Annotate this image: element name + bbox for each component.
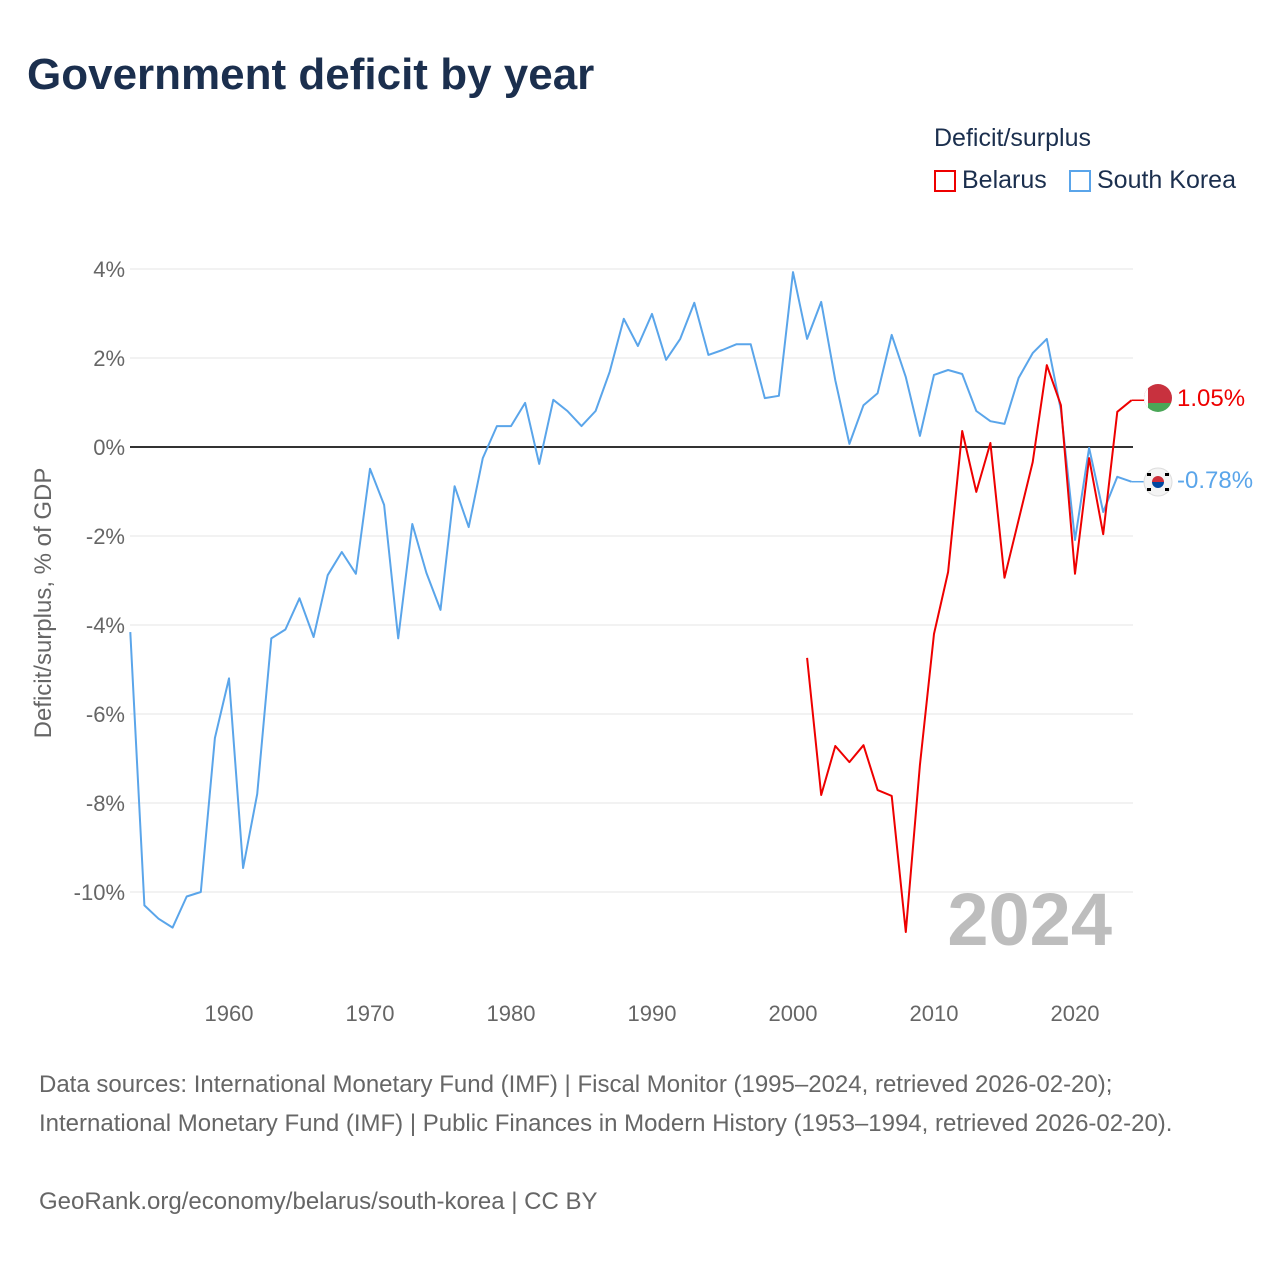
y-tick-label: 4% xyxy=(93,257,125,282)
x-tick-label: 1990 xyxy=(628,1001,677,1026)
chart-title: Government deficit by year xyxy=(27,50,595,99)
belarus-flag-icon xyxy=(1144,384,1172,412)
y-tick-label: 0% xyxy=(93,435,125,460)
end-label-south-korea: -0.78% xyxy=(1177,467,1253,494)
source-link[interactable]: GeoRank.org/economy/belarus/south-korea … xyxy=(39,1188,598,1215)
y-tick-label: -6% xyxy=(86,702,125,727)
series-line-belarus xyxy=(806,364,1133,933)
line-chart: 4% 2% 0% -2% -4% -6% -8% -10% 1960 1970 1980 1990 20… xyxy=(30,257,1253,1026)
end-label-belarus: 1.05% xyxy=(1177,385,1245,412)
y-tick-label: -8% xyxy=(86,791,125,816)
x-tick-label: 1970 xyxy=(346,1001,395,1026)
y-tick-label: -4% xyxy=(86,613,125,638)
legend-title: Deficit/surplus xyxy=(934,124,1091,152)
series-line-south-korea xyxy=(129,271,1132,929)
x-tick-label: 2000 xyxy=(769,1001,818,1026)
legend-item-belarus[interactable]: Belarus xyxy=(934,166,1047,195)
legend-label: Belarus xyxy=(962,166,1047,194)
legend-label: South Korea xyxy=(1097,166,1236,194)
x-tick-label: 1960 xyxy=(205,1001,254,1026)
x-tick-label: 1980 xyxy=(487,1001,536,1026)
y-tick-label: -2% xyxy=(86,524,125,549)
y-tick-label: -10% xyxy=(74,880,125,905)
legend-swatch-south-korea xyxy=(1069,169,1091,192)
y-axis-label: Deficit/surplus, % of GDP xyxy=(30,468,57,739)
y-tick-label: 2% xyxy=(93,346,125,371)
legend-swatch-belarus xyxy=(934,169,956,192)
x-tick-label: 2020 xyxy=(1051,1001,1100,1026)
south-korea-flag-icon xyxy=(1143,467,1173,497)
x-tick-label: 2010 xyxy=(910,1001,959,1026)
year-watermark: 2024 xyxy=(947,878,1112,961)
data-sources: Data sources: International Monetary Fun… xyxy=(39,1071,1173,1137)
legend-item-south-korea[interactable]: South Korea xyxy=(1069,166,1236,195)
